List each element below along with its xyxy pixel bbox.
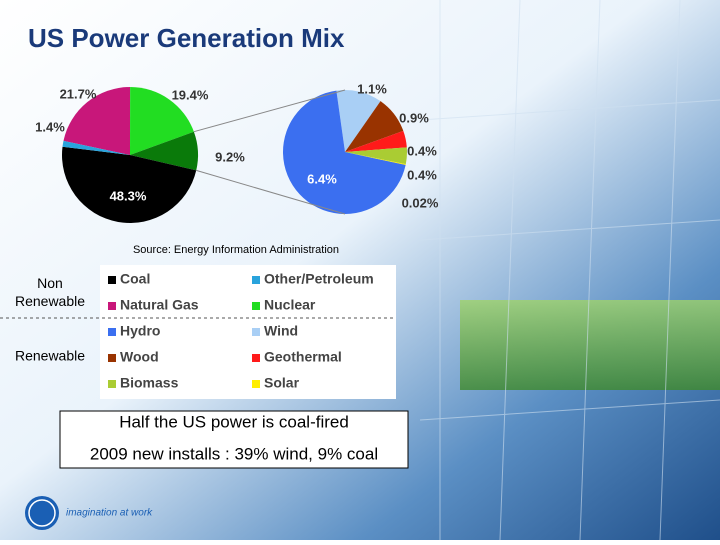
legend-label: Nuclear bbox=[264, 297, 316, 313]
group-label: Renewable bbox=[15, 348, 85, 364]
data-label: 1.4% bbox=[35, 119, 65, 134]
title: US Power Generation Mix bbox=[28, 23, 345, 53]
group-label: Non Renewable bbox=[15, 275, 85, 309]
logo bbox=[25, 496, 59, 530]
legend-swatch bbox=[252, 276, 260, 284]
legend-box bbox=[100, 265, 396, 399]
data-label: 0.02% bbox=[402, 195, 439, 210]
note: Half the US power is coal-fired bbox=[119, 412, 349, 431]
legend-swatch bbox=[108, 380, 116, 388]
legend-swatch bbox=[252, 380, 260, 388]
pie-slice bbox=[345, 101, 404, 152]
note: 2009 new installs : 39% wind, 9% coal bbox=[90, 444, 378, 463]
data-label: 9.2% bbox=[215, 149, 245, 164]
data-label: 21.7% bbox=[60, 86, 97, 101]
pie-slice bbox=[345, 130, 407, 152]
pie-slice bbox=[63, 87, 131, 155]
footer: imagination at work bbox=[66, 508, 153, 519]
connector bbox=[193, 89, 346, 133]
source: Source: Energy Information Administratio… bbox=[133, 244, 339, 256]
legend-label: Biomass bbox=[120, 375, 179, 391]
data-label: 6.4% bbox=[307, 171, 337, 186]
legend-label: Other/Petroleum bbox=[264, 271, 374, 287]
legend-label: Geothermal bbox=[264, 349, 342, 365]
grass bbox=[460, 300, 720, 390]
data-label: 19.4% bbox=[172, 87, 209, 102]
data-label: 48.3% bbox=[110, 188, 147, 203]
pie-slice bbox=[283, 90, 406, 215]
pie-slice bbox=[336, 90, 381, 152]
legend-label: Coal bbox=[120, 271, 150, 287]
data-label: 1.1% bbox=[357, 81, 387, 96]
legend-swatch bbox=[108, 302, 116, 310]
note-box bbox=[59, 410, 409, 469]
data-label: 0.4% bbox=[407, 167, 437, 182]
legend-swatch bbox=[252, 328, 260, 336]
data-label: 0.9% bbox=[399, 110, 429, 125]
legend: Coal Other/Petroleum Natural Gas Nuclear Hyd… bbox=[108, 271, 374, 391]
legend-swatch bbox=[108, 328, 116, 336]
legend-swatch bbox=[252, 354, 260, 362]
legend-label: Hydro bbox=[120, 323, 160, 339]
pie-chart: 21.7% 19.4% 9.2% 48.3% 1.4% 1.1% 0.9% 0.4% 0.4% 0… bbox=[35, 81, 439, 224]
logo-ring bbox=[28, 499, 56, 527]
legend-swatch bbox=[252, 302, 260, 310]
panel-grid bbox=[419, 0, 720, 541]
pie-slice bbox=[130, 131, 198, 171]
pie-slice bbox=[345, 152, 406, 166]
legend-label: Wood bbox=[120, 349, 159, 365]
legend-label: Solar bbox=[264, 375, 300, 391]
legend-swatch bbox=[108, 354, 116, 362]
data-label: 0.4% bbox=[407, 143, 437, 158]
connector bbox=[196, 169, 346, 215]
pie-slice bbox=[62, 140, 130, 155]
legend-swatch bbox=[108, 276, 116, 284]
pie-slice bbox=[345, 147, 407, 165]
legend-label: Wind bbox=[264, 323, 298, 339]
legend-label: Natural Gas bbox=[120, 297, 199, 313]
pie-slice bbox=[61, 146, 197, 224]
pie-slice bbox=[130, 87, 194, 155]
